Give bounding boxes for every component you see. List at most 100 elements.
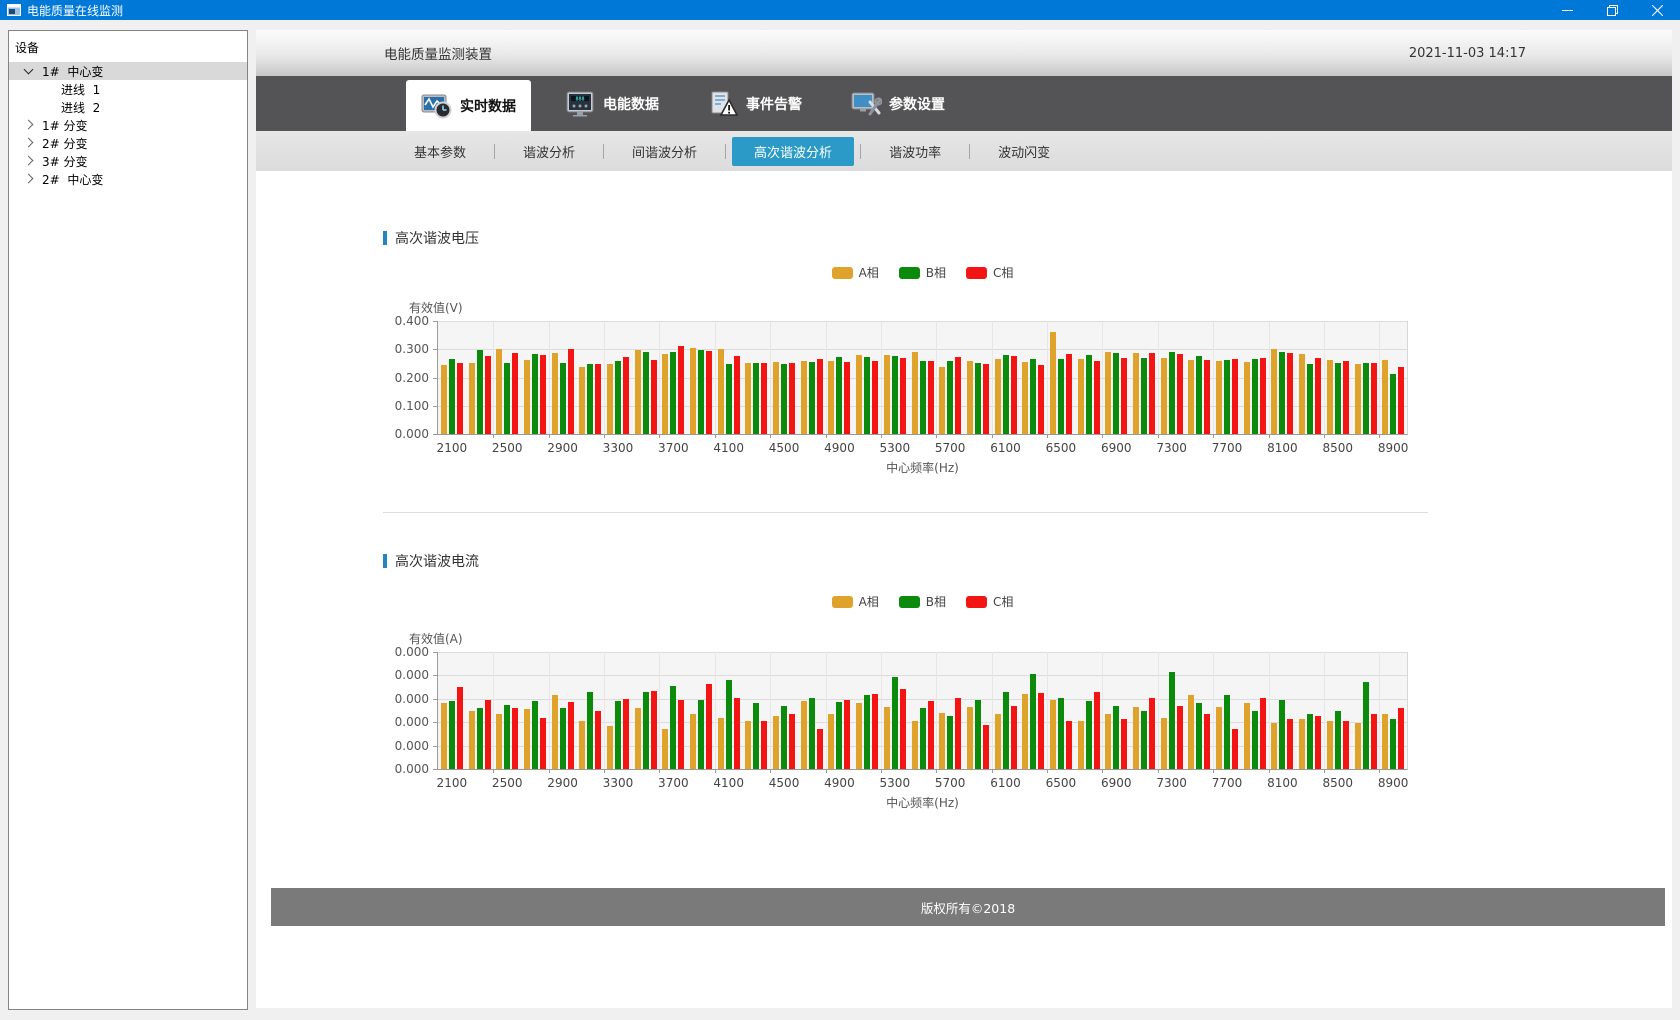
close-button[interactable] [1635, 0, 1680, 20]
x-axis-tick [549, 769, 550, 773]
y-axis-tick-label: 0.100 [395, 399, 429, 413]
bar-group [521, 321, 549, 434]
bar-group [1047, 652, 1075, 769]
bar-C相 [1177, 706, 1183, 769]
bar-C相 [1260, 358, 1266, 434]
bar-B相 [1030, 674, 1036, 769]
bar-A相 [745, 363, 751, 434]
tab-event-alarm[interactable]: 事件告警 [692, 76, 817, 131]
x-axis-tick [493, 769, 494, 773]
x-axis-tick [936, 769, 937, 773]
chevron-right-icon[interactable] [24, 174, 34, 184]
bar-C相 [595, 711, 601, 770]
x-axis-tick-label: 4900 [824, 441, 855, 455]
chevron-right-icon[interactable] [24, 120, 34, 130]
bar-group [1186, 652, 1214, 769]
bar-group [493, 321, 521, 434]
subtab-high-order-harmonic[interactable]: 高次谐波分析 [732, 137, 854, 166]
bar-B相 [947, 361, 953, 434]
x-axis-tick [604, 434, 605, 438]
bar-group [909, 652, 937, 769]
bar-C相 [457, 363, 463, 434]
bar-C相 [1149, 698, 1155, 769]
tree-item-1-fenbian[interactable]: 1# 分变 [9, 116, 247, 134]
legend-item[interactable]: A相 [832, 593, 879, 610]
bar-group [992, 321, 1020, 434]
bar-C相 [1038, 693, 1044, 769]
tab-energy-data[interactable]: 888 电能数据 [549, 76, 674, 131]
legend-swatch [832, 596, 853, 608]
chart-content-area: 高次谐波电压 A相B相C相 有效值(V) 0.4000.3000.2000.10… [256, 171, 1672, 888]
bar-A相 [1022, 362, 1028, 434]
x-axis-tick [1269, 434, 1270, 438]
device-header-bar: 电能质量监测装置 2021-11-03 14:17 [256, 30, 1672, 76]
legend-item[interactable]: C相 [966, 264, 1013, 281]
main-panel: 电能质量监测装置 2021-11-03 14:17 实时数据 888 [256, 30, 1672, 1008]
legend-label: C相 [993, 264, 1013, 281]
bar-C相 [817, 729, 823, 769]
bar-B相 [1196, 356, 1202, 434]
bar-C相 [1371, 714, 1377, 769]
y-axis-tick-label: 0.000 [395, 762, 429, 776]
chevron-down-icon[interactable] [24, 65, 34, 75]
bar-group [660, 652, 688, 769]
legend-item[interactable]: B相 [899, 593, 946, 610]
x-axis-tick [770, 434, 771, 438]
current-section-title-row: 高次谐波电流 [383, 513, 1672, 571]
tree-item-1-zhongxinbian[interactable]: 1# 中心变 [9, 62, 247, 80]
tab-parameter-settings[interactable]: 参数设置 [835, 76, 960, 131]
bar-A相 [579, 721, 585, 769]
bar-B相 [920, 361, 926, 434]
tree-item-jinxian-1[interactable]: 进线 1 [9, 80, 247, 98]
bar-A相 [1161, 718, 1167, 769]
x-axis-tick [992, 434, 993, 438]
tree-item-2-zhongxinbian[interactable]: 2# 中心变 [9, 170, 247, 188]
legend-item[interactable]: A相 [832, 264, 879, 281]
x-axis-tick-label: 6100 [990, 441, 1021, 455]
bar-group [1075, 652, 1103, 769]
subtab-interharmonic-analysis[interactable]: 间谐波分析 [604, 137, 725, 166]
restore-button[interactable] [1590, 0, 1635, 20]
bar-group [853, 652, 881, 769]
x-axis-tick-label: 8100 [1267, 441, 1298, 455]
bar-C相 [1287, 353, 1293, 434]
x-axis-tick [1158, 769, 1159, 773]
bar-C相 [512, 353, 518, 434]
tree-item-jinxian-2[interactable]: 进线 2 [9, 98, 247, 116]
bar-B相 [1003, 355, 1009, 434]
tree-item-3-fenbian[interactable]: 3# 分变 [9, 152, 247, 170]
tree-item-2-fenbian[interactable]: 2# 分变 [9, 134, 247, 152]
subtab-basic-params[interactable]: 基本参数 [386, 137, 494, 166]
bar-B相 [809, 698, 815, 769]
legend-item[interactable]: B相 [899, 264, 946, 281]
bar-C相 [789, 714, 795, 769]
chevron-right-icon[interactable] [24, 156, 34, 166]
bar-B相 [753, 703, 759, 769]
copyright-footer: 版权所有©2018 [271, 888, 1665, 926]
subtab-harmonic-analysis[interactable]: 谐波分析 [495, 137, 603, 166]
x-axis-tick-label: 7300 [1156, 776, 1187, 790]
minimize-button[interactable] [1545, 0, 1590, 20]
subtab-harmonic-power[interactable]: 谐波功率 [861, 137, 969, 166]
bar-B相 [975, 700, 981, 769]
bar-B相 [532, 701, 538, 769]
chevron-right-icon[interactable] [24, 138, 34, 148]
bar-B相 [1003, 692, 1009, 769]
legend-label: A相 [859, 593, 879, 610]
bar-B相 [1279, 352, 1285, 434]
bar-C相 [1204, 714, 1210, 769]
bar-group [1158, 321, 1186, 434]
legend-item[interactable]: C相 [966, 593, 1013, 610]
bar-B相 [449, 359, 455, 434]
bar-A相 [773, 716, 779, 769]
bar-C相 [1011, 706, 1017, 769]
tab-realtime-data[interactable]: 实时数据 [406, 80, 531, 131]
bar-B相 [781, 706, 787, 769]
bar-B相 [643, 692, 649, 769]
bar-B相 [587, 364, 593, 434]
event-alarm-icon [707, 90, 739, 118]
bar-C相 [734, 698, 740, 769]
bar-group [1213, 321, 1241, 434]
legend-label: B相 [926, 593, 946, 610]
subtab-fluctuation-flicker[interactable]: 波动闪变 [970, 137, 1078, 166]
